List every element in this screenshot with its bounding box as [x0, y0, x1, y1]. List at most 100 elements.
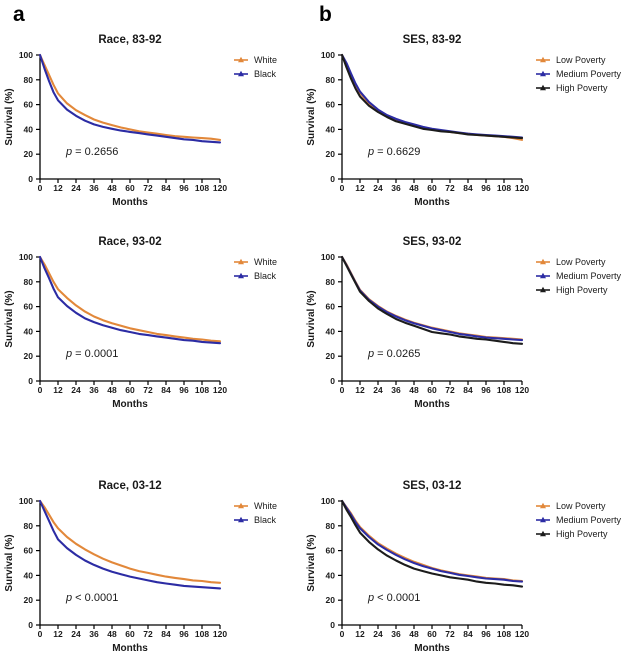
x-tick-label: 96 [481, 183, 491, 193]
legend-marker-icon [238, 516, 244, 523]
y-axis-title: Survival (%) [306, 88, 317, 145]
y-tick-label: 60 [24, 100, 34, 110]
x-axis-title: Months [414, 399, 450, 410]
x-tick-label: 120 [213, 183, 227, 193]
x-tick-label: 60 [125, 183, 135, 193]
x-tick-label: 48 [409, 385, 419, 395]
p-value-label: p < 0.0001 [367, 592, 420, 604]
chart-title: Race, 93-02 [98, 236, 161, 248]
y-tick-label: 60 [326, 302, 336, 312]
x-tick-label: 24 [373, 629, 383, 639]
x-tick-label: 108 [195, 629, 209, 639]
x-tick-label: 60 [125, 629, 135, 639]
x-tick-label: 84 [161, 629, 171, 639]
series-curve [340, 255, 524, 342]
legend-label: High Poverty [556, 83, 608, 93]
legend-marker-icon [238, 70, 244, 77]
y-tick-label: 100 [19, 50, 33, 60]
y-axis-title: Survival (%) [4, 88, 15, 145]
series-curve [38, 255, 222, 343]
x-tick-label: 84 [161, 385, 171, 395]
y-tick-label: 20 [24, 351, 34, 361]
x-tick-label: 12 [53, 385, 63, 395]
y-tick-label: 20 [326, 351, 336, 361]
y-axis-title: Survival (%) [4, 534, 15, 591]
x-tick-label: 84 [161, 183, 171, 193]
x-axis-title: Months [414, 643, 450, 653]
y-tick-label: 80 [24, 277, 34, 287]
x-tick-label: 60 [427, 385, 437, 395]
legend-marker-icon [540, 56, 546, 63]
legend-marker-icon [540, 84, 546, 91]
x-tick-label: 12 [355, 629, 365, 639]
x-tick-label: 84 [463, 183, 473, 193]
y-tick-label: 40 [24, 124, 34, 134]
p-value-label: p = 0.6629 [367, 146, 420, 158]
x-tick-label: 12 [355, 385, 365, 395]
y-axis-title: Survival (%) [4, 290, 15, 347]
x-axis-title: Months [112, 197, 148, 208]
x-tick-label: 108 [195, 183, 209, 193]
x-tick-label: 60 [427, 629, 437, 639]
y-tick-label: 100 [19, 496, 33, 506]
x-tick-label: 120 [515, 385, 529, 395]
x-tick-label: 12 [53, 629, 63, 639]
legend-label: Black [254, 271, 277, 281]
y-tick-label: 60 [326, 546, 336, 556]
panel-label-a: a [13, 3, 25, 26]
y-tick-label: 100 [321, 50, 335, 60]
x-tick-label: 72 [445, 183, 455, 193]
p-value-label: p < 0.0001 [65, 592, 118, 604]
y-tick-label: 80 [24, 521, 34, 531]
legend-label: Low Poverty [556, 257, 606, 267]
x-tick-label: 96 [179, 629, 189, 639]
y-tick-label: 20 [326, 149, 336, 159]
y-tick-label: 100 [321, 496, 335, 506]
x-tick-label: 36 [391, 385, 401, 395]
x-tick-label: 72 [143, 629, 153, 639]
legend-label: Medium Poverty [556, 271, 622, 281]
y-tick-label: 0 [28, 620, 33, 630]
x-tick-label: 24 [71, 183, 81, 193]
series-curve [38, 499, 222, 590]
legend-label: Black [254, 69, 277, 79]
y-tick-label: 40 [326, 570, 336, 580]
legend-label: White [254, 257, 277, 267]
x-tick-label: 72 [143, 183, 153, 193]
x-tick-label: 72 [445, 629, 455, 639]
x-tick-label: 24 [373, 183, 383, 193]
series-curve [340, 53, 524, 140]
x-tick-label: 120 [515, 629, 529, 639]
y-tick-label: 40 [24, 326, 34, 336]
y-tick-label: 100 [19, 252, 33, 262]
y-tick-label: 80 [326, 277, 336, 287]
legend-marker-icon [540, 258, 546, 265]
x-tick-label: 120 [213, 629, 227, 639]
legend-label: Low Poverty [556, 55, 606, 65]
legend-label: Black [254, 515, 277, 525]
y-tick-label: 0 [330, 174, 335, 184]
chart-ses-83-92: SES, 83-92 0 20 40 60 80 100 0 12 24 36 48 60 72 84 96 1… [306, 34, 622, 208]
series-curve [340, 499, 524, 588]
series-curve [38, 53, 222, 141]
x-tick-label: 0 [340, 183, 345, 193]
y-tick-label: 20 [326, 595, 336, 605]
chart-title: SES, 03-12 [403, 480, 462, 492]
chart-race-83-92: Race, 83-92 0 20 40 60 80 100 0 12 24 36 48 60 72 84 96… [4, 34, 277, 208]
x-tick-label: 36 [89, 385, 99, 395]
x-tick-label: 120 [515, 183, 529, 193]
legend-marker-icon [238, 258, 244, 265]
series-curve [38, 255, 222, 345]
x-tick-label: 60 [125, 385, 135, 395]
p-value-label: p = 0.0001 [65, 348, 118, 360]
legend-label: Medium Poverty [556, 515, 622, 525]
x-tick-label: 84 [463, 385, 473, 395]
y-tick-label: 80 [326, 521, 336, 531]
x-tick-label: 48 [107, 385, 117, 395]
y-tick-label: 20 [24, 149, 34, 159]
legend-label: Low Poverty [556, 501, 606, 511]
y-tick-label: 0 [330, 620, 335, 630]
y-tick-label: 80 [326, 75, 336, 85]
x-tick-label: 48 [107, 629, 117, 639]
